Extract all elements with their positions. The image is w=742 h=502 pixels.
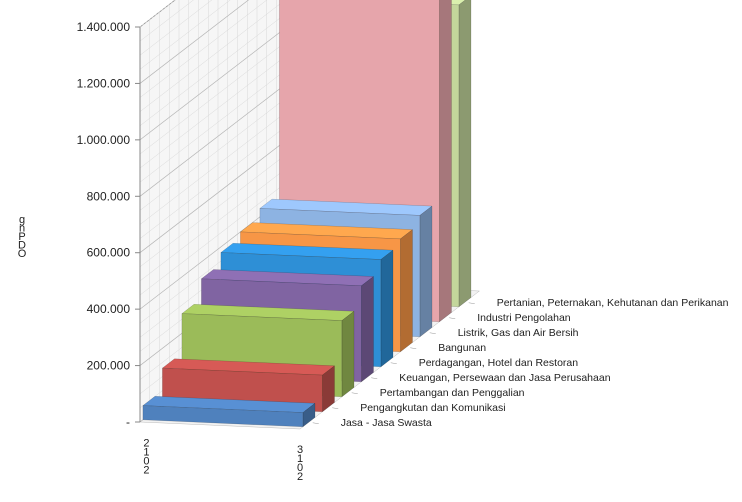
- chart-axes: [135, 26, 475, 425]
- x-label-char: 1: [143, 446, 149, 458]
- x-label-char: 0: [297, 462, 303, 474]
- category-tick: [312, 422, 319, 425]
- category-label: Listrik, Gas dan Air Bersih: [458, 327, 579, 339]
- gridline-horizontal: [139, 0, 194, 42]
- category-tick: [468, 302, 475, 305]
- y-tick-label: 600.000: [87, 246, 131, 260]
- gridline-major: [139, 0, 250, 84]
- gridline-horizontal: [139, 0, 231, 70]
- bar-side-face: [458, 0, 472, 308]
- category-label: Bangunan: [438, 342, 486, 354]
- bar-side-face: [361, 275, 374, 383]
- category-label: Pertanian, Peternakan, Kehutanan dan Per…: [497, 297, 729, 309]
- x-label-char: 2: [143, 437, 149, 449]
- category-tick: [429, 332, 436, 335]
- y-label-glyph: g: [19, 214, 25, 226]
- gridline-horizontal: [139, 0, 213, 56]
- bar-side-face: [439, 0, 452, 323]
- y-tick-label: 200.000: [87, 359, 131, 373]
- y-tick-label: 400.000: [87, 302, 131, 316]
- y-label-glyph: O: [18, 248, 27, 260]
- x-label-char: 0: [143, 455, 149, 467]
- chart-labels: - 200.000 400.000 600.000 800.000 1.000.000 1.…: [18, 20, 729, 483]
- category-label: Keuangan, Persewaan dan Jasa Perusahaan: [399, 372, 610, 384]
- x-label-char: 2: [143, 464, 149, 476]
- gridline-horizontal: [139, 0, 286, 112]
- y-tick-label: 800.000: [87, 189, 131, 203]
- category-label: Pengangkutan dan Komunikasi: [360, 402, 505, 414]
- category-tick: [449, 317, 456, 320]
- category-label: Perdagangan, Hotel dan Restoran: [419, 357, 579, 369]
- bar-side-face: [380, 249, 394, 368]
- category-tick: [351, 392, 358, 395]
- y-label-glyph: D: [18, 240, 26, 252]
- y-label-glyph: P: [18, 231, 25, 243]
- y-tick-label: 1.000.000: [77, 133, 131, 147]
- y-tick-label: 1.400.000: [77, 20, 131, 34]
- x-label-char: 2: [297, 471, 303, 483]
- bar-side-face: [419, 205, 433, 338]
- category-tick: [390, 362, 397, 365]
- category-label: Pertambangan dan Penggalian: [380, 387, 525, 399]
- bar-side-face: [341, 310, 355, 398]
- category-tick: [410, 347, 417, 350]
- gridline-horizontal: [139, 0, 268, 98]
- y-tick-label: 1.200.000: [77, 76, 131, 90]
- x-label-char: 3: [297, 444, 303, 456]
- category-label: Jasa - Jasa Swasta: [341, 417, 432, 429]
- chart-bars: [142, 0, 472, 428]
- y-label-glyph: n: [19, 223, 25, 235]
- bar-front-face: [142, 405, 304, 428]
- bar-side-face: [400, 229, 413, 353]
- category-tick: [371, 377, 378, 380]
- x-label-char: 1: [297, 453, 303, 465]
- category-tick: [332, 407, 339, 410]
- y-tick-label: -: [126, 415, 130, 429]
- category-label: Industri Pengolahan: [477, 312, 571, 324]
- bar-1: [142, 396, 316, 428]
